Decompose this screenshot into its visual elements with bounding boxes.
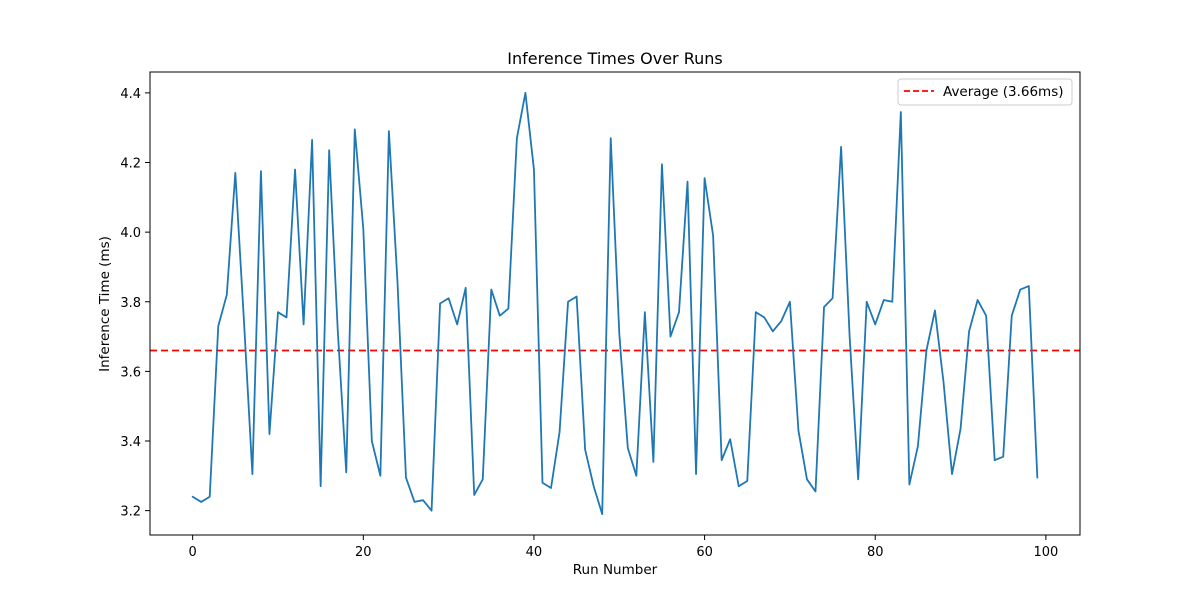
y-axis-title: Inference Time (ms): [97, 236, 113, 372]
y-tick-label: 4.2: [120, 157, 141, 172]
x-tick-label: 60: [696, 545, 713, 560]
chart-title: Inference Times Over Runs: [507, 49, 722, 68]
x-axis-title: Run Number: [573, 562, 658, 578]
plot-frame: [149, 71, 1081, 536]
legend-box: [897, 78, 1073, 106]
y-tick-label: 4.4: [120, 87, 141, 102]
legend: Average (3.66ms): [897, 78, 1073, 106]
y-tick-label: 3.6: [120, 365, 141, 380]
y-tick-label: 4.0: [120, 226, 141, 241]
x-axis: 0 20 40 60 80 100: [189, 535, 1058, 560]
y-axis: 3.2 3.4 3.6 3.8 4.0 4.2 4.4: [120, 87, 150, 520]
y-tick-label: 3.4: [120, 435, 141, 450]
y-tick-label: 3.8: [120, 296, 141, 311]
legend-label: Average (3.66ms): [943, 84, 1064, 100]
x-tick-label: 20: [355, 545, 372, 560]
inference-time-series-line: [191, 91, 1039, 516]
y-tick-label: 3.2: [120, 505, 141, 520]
x-tick-label: 0: [189, 545, 197, 560]
x-tick-label: 80: [867, 545, 884, 560]
x-tick-label: 100: [1033, 545, 1058, 560]
x-tick-label: 40: [526, 545, 543, 560]
series-group: [191, 91, 1039, 516]
